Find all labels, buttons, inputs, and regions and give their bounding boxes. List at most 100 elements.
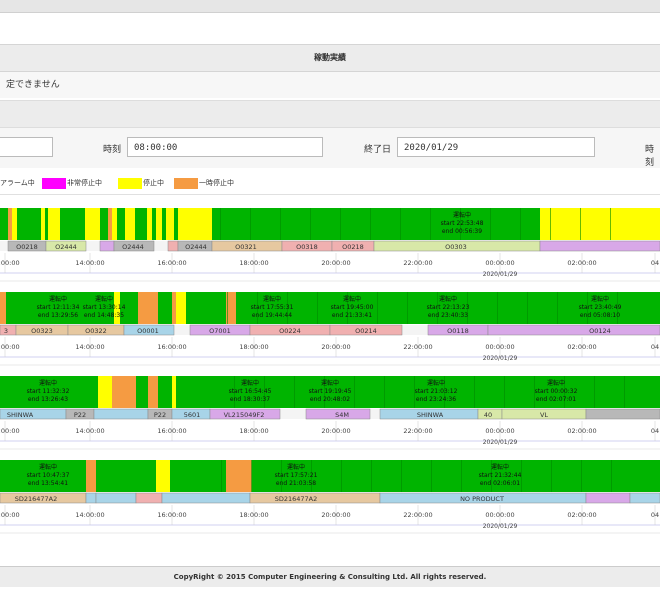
time-tick-label: 16:00:00 — [157, 343, 186, 351]
program-tag-label: VL — [540, 411, 548, 419]
bar-separator — [340, 208, 341, 240]
run-label: start 17:57:21 — [275, 472, 318, 479]
bar-separator — [377, 292, 378, 324]
state-bar-3-1 — [86, 460, 96, 492]
state-bar-0-23 — [540, 208, 660, 240]
program-tag-label: O0224 — [279, 327, 301, 335]
footer: CopyRight © 2015 Computer Engineering & … — [0, 566, 660, 587]
start-time-field[interactable]: 08:00:00 — [127, 137, 323, 157]
program-tag-label: SD216477A2 — [275, 495, 318, 503]
bar-separator — [504, 376, 505, 408]
bar-separator — [594, 376, 595, 408]
program-tag-3-1 — [85, 492, 97, 504]
time-tick-label: 04 — [651, 511, 659, 519]
bar-separator — [587, 292, 588, 324]
run-label: end 14:48:35 — [84, 312, 124, 319]
program-tag-label: P22 — [74, 411, 86, 419]
time-tick-label: 20:00:00 — [321, 343, 350, 351]
state-bar-3-3 — [156, 460, 170, 492]
run-label: start 16:54:45 — [229, 388, 272, 395]
bar-separator — [370, 208, 371, 240]
state-bar-0-16 — [152, 208, 156, 240]
program-tag-1-3 — [123, 324, 175, 336]
time-tick-label: 14:00:00 — [75, 343, 104, 351]
program-tag-label: O0321 — [235, 243, 257, 251]
time-tick-label: 22:00:00 — [0, 511, 20, 519]
run-label: start 19:45:00 — [331, 304, 374, 311]
run-label: end 23:40:33 — [428, 312, 468, 319]
program-tag-label: O0124 — [589, 327, 611, 335]
bar-separator — [234, 376, 235, 408]
bar-separator — [371, 460, 372, 492]
bar-separator — [437, 292, 438, 324]
bar-separator — [460, 208, 461, 240]
program-tag-label: 3 — [4, 327, 8, 335]
program-tag-label: O2444 — [55, 243, 77, 251]
bar-separator — [227, 292, 228, 324]
program-tag-3-3 — [135, 492, 163, 504]
state-bar-0-8 — [85, 208, 100, 240]
bar-separator — [354, 376, 355, 408]
bar-separator — [431, 460, 432, 492]
bar-separator — [264, 376, 265, 408]
run-label: 運転中 — [547, 379, 565, 387]
bar-separator — [527, 292, 528, 324]
program-tag-3-8 — [629, 492, 660, 504]
program-tag-label: O0218 — [16, 243, 38, 251]
program-tag-label: 5601 — [184, 411, 201, 419]
bar-separator — [557, 292, 558, 324]
state-bar-1-1 — [6, 292, 114, 324]
program-tag-label: O7001 — [209, 327, 231, 335]
end-date-field[interactable]: 2020/01/29 — [397, 137, 595, 157]
state-bar-2-7 — [176, 376, 660, 408]
state-bar-0-14 — [135, 208, 147, 240]
bar-separator — [384, 376, 385, 408]
run-label: end 13:26:43 — [28, 396, 68, 403]
state-bar-0-19 — [166, 208, 174, 240]
start-date-field[interactable] — [0, 137, 53, 157]
run-label: start 22:53:48 — [441, 220, 484, 227]
program-tag-2-6 — [305, 408, 371, 420]
state-bar-0-22 — [212, 208, 540, 240]
state-bar-2-5 — [158, 376, 172, 408]
state-bar-0-7 — [60, 208, 85, 240]
blank-area — [0, 13, 660, 43]
run-label: start 11:32:32 — [27, 388, 70, 395]
bottom-band — [0, 587, 660, 601]
bar-separator — [250, 208, 251, 240]
run-label: end 23:24:36 — [416, 396, 456, 403]
run-label: end 19:44:44 — [252, 312, 292, 319]
state-bar-0-0 — [0, 208, 8, 240]
time-tick-label: 20:00:00 — [321, 259, 350, 267]
run-label: end 13:29:56 — [38, 312, 78, 319]
bar-separator — [550, 208, 551, 240]
bar-separator — [294, 376, 295, 408]
state-bar-0-10 — [108, 208, 112, 240]
date-label: 2020/01/29 — [483, 523, 518, 530]
time-tick-label: 14:00:00 — [75, 427, 104, 435]
bar-separator — [610, 208, 611, 240]
state-bar-0-5 — [45, 208, 48, 240]
state-bar-0-2 — [12, 208, 17, 240]
time-tick-label: 00:00:00 — [485, 427, 514, 435]
program-tag-label: VL215049F2 — [224, 411, 265, 419]
run-label: start 00:00:32 — [535, 388, 578, 395]
time-tick-label: 22:00:00 — [403, 511, 432, 519]
bar-separator — [324, 376, 325, 408]
run-label: 運転中 — [95, 295, 113, 303]
bar-separator — [341, 460, 342, 492]
state-bar-0-17 — [156, 208, 162, 240]
start-time-label: 時刻 — [103, 145, 122, 155]
run-label: 運転中 — [491, 463, 509, 471]
state-bar-2-3 — [136, 376, 148, 408]
run-label: 運転中 — [427, 379, 445, 387]
state-bar-1-8 — [186, 292, 226, 324]
state-bar-0-15 — [147, 208, 152, 240]
run-label: end 20:48:02 — [310, 396, 350, 403]
state-bar-1-2 — [114, 292, 120, 324]
run-label: 運転中 — [241, 379, 259, 387]
time-tick-label: 04 — [651, 259, 659, 267]
date-label: 2020/01/29 — [483, 355, 518, 362]
program-tag-2-10 — [585, 408, 660, 420]
